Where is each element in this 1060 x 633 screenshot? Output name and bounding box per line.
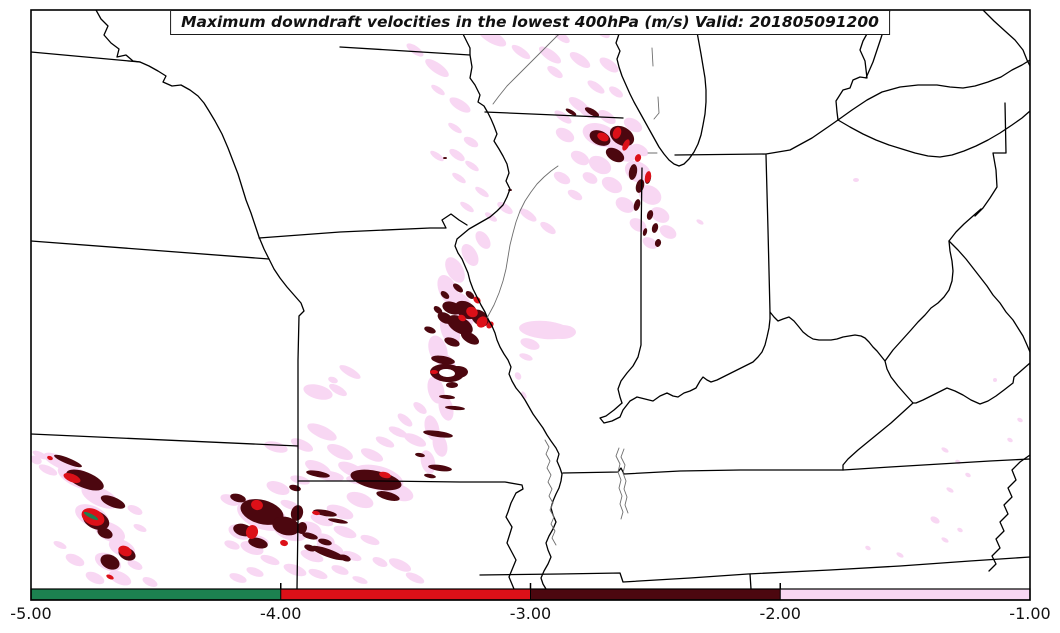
colorbar-tick-label: -1.00 [1009, 604, 1051, 623]
colorbar-tick-label: -5.00 [10, 604, 52, 623]
title-box: Maximum downdraft velocities in the lowe… [170, 10, 890, 35]
colorbar-tick-label: -4.00 [260, 604, 302, 623]
plot-title: Maximum downdraft velocities in the lowe… [181, 13, 879, 31]
colorbar-tick-label: -3.00 [509, 604, 552, 623]
colorbar-tick-label: -2.00 [759, 604, 801, 623]
